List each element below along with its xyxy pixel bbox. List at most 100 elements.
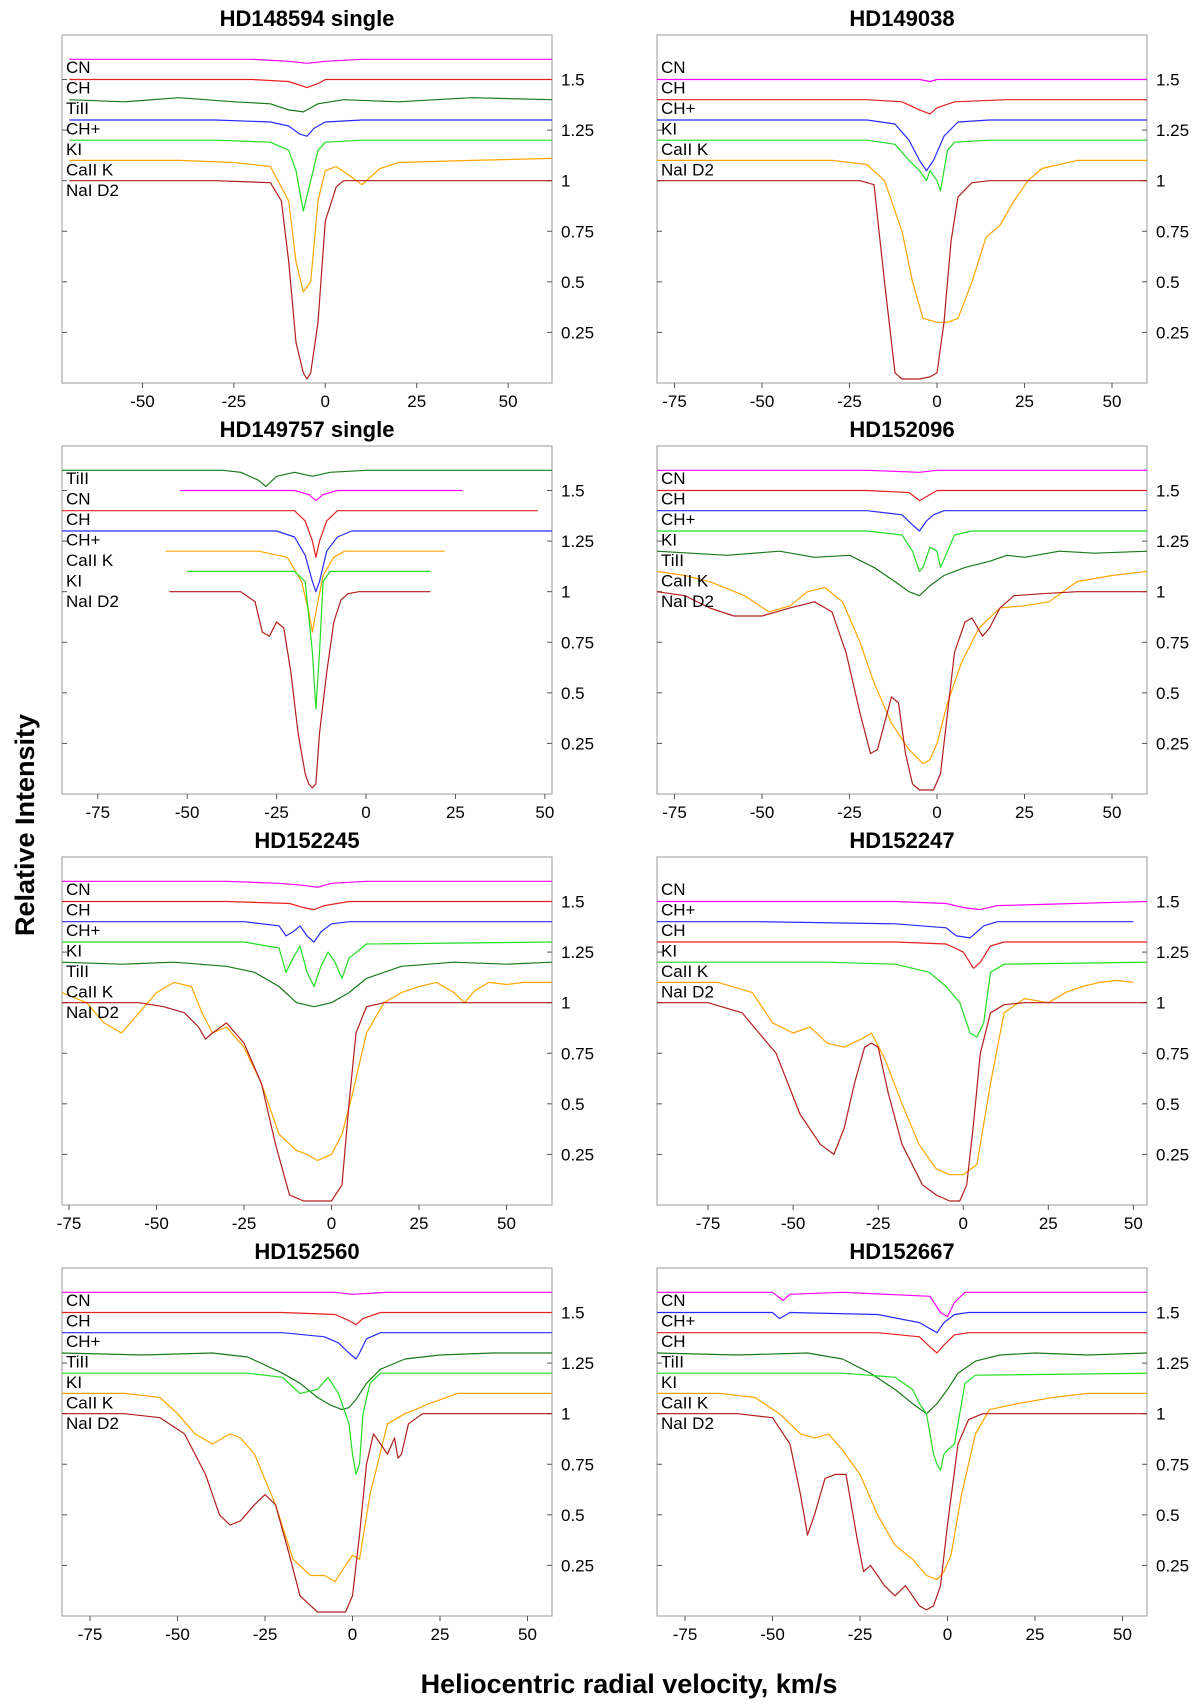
panels: HD148594 single -50 -25 0 25 50 0.25 0.5 0.75 1 1.… [57, 6, 1189, 1644]
series-line-caii-k [656, 570, 1148, 765]
species-label: KI [661, 531, 677, 550]
x-tick-label: -50 [144, 1214, 169, 1233]
chart-panel: HD152667 -75 -50 -25 0 25 50 0.25 0.5 0.75 1 1.25 1.… [656, 1239, 1189, 1644]
y-tick-label: 0.75 [1156, 1455, 1189, 1474]
series-line-ki [62, 1372, 552, 1476]
series-line-ki [657, 139, 1147, 192]
x-tick-label: 0 [959, 1214, 968, 1233]
series-line-cn [62, 880, 552, 888]
species-label: CaII K [661, 1394, 709, 1413]
series-line-caii-k [61, 981, 552, 1162]
y-tick-label: 0.25 [561, 323, 594, 342]
species-label: CaII K [661, 962, 709, 981]
plot-frame [656, 856, 1148, 1206]
series-line-caii-k [657, 1392, 1147, 1581]
species-label: CN [66, 1291, 91, 1310]
x-tick-label: 25 [1015, 803, 1034, 822]
y-tick-label: 1.25 [1156, 121, 1189, 140]
x-tick-label: -50 [760, 1625, 785, 1644]
x-tick-label: -75 [57, 1214, 82, 1233]
series-line-ch- [657, 119, 1147, 172]
species-label: CaII K [66, 551, 114, 570]
series-line-nai-d2 [169, 591, 431, 789]
y-tick-label: 1 [561, 994, 570, 1013]
species-label: KI [66, 1373, 82, 1392]
x-tick-label: 50 [499, 392, 518, 411]
y-tick-label: 0.75 [1156, 633, 1189, 652]
species-label: TiII [661, 1353, 684, 1372]
species-label: CN [661, 880, 686, 899]
series-line-ch- [657, 1311, 1147, 1334]
plot-frame [61, 856, 553, 1206]
series-line-ch [62, 1311, 552, 1326]
y-tick-label: 1.25 [561, 121, 594, 140]
y-tick-label: 0.25 [1156, 734, 1189, 753]
series-line-tiii [61, 961, 553, 1008]
species-label: CN [661, 58, 686, 77]
species-label: CH [66, 1312, 91, 1331]
species-label: CH [661, 79, 686, 98]
series-line-tiii [656, 550, 1148, 597]
species-label: CaII K [661, 140, 709, 159]
species-label: NaI D2 [661, 161, 714, 180]
series-line-ch- [657, 510, 1147, 532]
x-tick-label: 25 [431, 1625, 450, 1644]
x-tick-label: -50 [781, 1214, 806, 1233]
species-label: NaI D2 [66, 592, 119, 611]
chart-panel: HD149757 single -75 -50 -25 0 25 50 0.25 0.5 0.75… [61, 417, 594, 822]
species-label: CaII K [66, 983, 114, 1002]
y-tick-label: 1.25 [561, 532, 594, 551]
x-tick-label: 25 [1039, 1214, 1058, 1233]
species-label: CH [66, 901, 91, 920]
chart-title: HD152667 [849, 1239, 954, 1264]
species-label: TiII [66, 469, 89, 488]
y-tick-label: 1 [1156, 583, 1165, 602]
y-tick-label: 1 [1156, 994, 1165, 1013]
x-tick-label: 25 [407, 392, 426, 411]
series-line-ch [657, 1332, 1147, 1354]
x-tick-label: 50 [1124, 1214, 1143, 1233]
chart-title: HD149757 single [220, 417, 395, 442]
series-line-tiii [62, 469, 552, 488]
x-tick-label: -50 [175, 803, 200, 822]
species-label: CH+ [66, 1332, 101, 1351]
plot-frame [61, 34, 553, 384]
y-tick-label: 0.75 [1156, 222, 1189, 241]
series-line-ch- [62, 530, 552, 593]
x-tick-label: 50 [1113, 1625, 1132, 1644]
x-tick-label: -25 [837, 803, 862, 822]
x-tick-label: 0 [327, 1214, 336, 1233]
x-tick-label: 25 [1015, 392, 1034, 411]
species-label: CN [66, 880, 91, 899]
chart-title: HD152247 [849, 828, 954, 853]
chart-panel: HD152560 -75 -50 -25 0 25 50 0.25 0.5 0.75 1 1.25 1.… [61, 1239, 594, 1644]
x-tick-label: 0 [932, 803, 941, 822]
x-tick-label: -25 [848, 1625, 873, 1644]
series-line-ch- [62, 1332, 552, 1360]
x-tick-label: 0 [932, 392, 941, 411]
y-tick-label: 1.25 [561, 943, 594, 962]
series-line-nai-d2 [656, 591, 1147, 791]
x-tick-label: -25 [837, 392, 862, 411]
species-label: CaII K [66, 161, 114, 180]
species-label: NaI D2 [66, 1003, 119, 1022]
y-tick-label: 1 [561, 1405, 570, 1424]
series-line-ch [62, 510, 538, 558]
species-label: CH+ [661, 99, 696, 118]
x-tick-label: 25 [410, 1214, 429, 1233]
x-tick-label: 0 [348, 1625, 357, 1644]
y-tick-label: 0.25 [561, 734, 594, 753]
y-tick-label: 1 [561, 172, 570, 191]
series-line-ch- [69, 119, 552, 137]
x-tick-label: -50 [750, 392, 775, 411]
x-tick-label: -25 [264, 803, 289, 822]
y-tick-label: 1.5 [561, 71, 585, 90]
species-label: CH [661, 921, 686, 940]
series-line-nai-d2 [69, 180, 552, 380]
series-line-caii-k [657, 979, 1134, 1176]
species-label: CH+ [66, 921, 101, 940]
x-axis-title: Heliocentric radial velocity, km/s [421, 1669, 838, 1699]
y-tick-label: 1.25 [1156, 1354, 1189, 1373]
y-tick-label: 0.5 [1156, 273, 1180, 292]
